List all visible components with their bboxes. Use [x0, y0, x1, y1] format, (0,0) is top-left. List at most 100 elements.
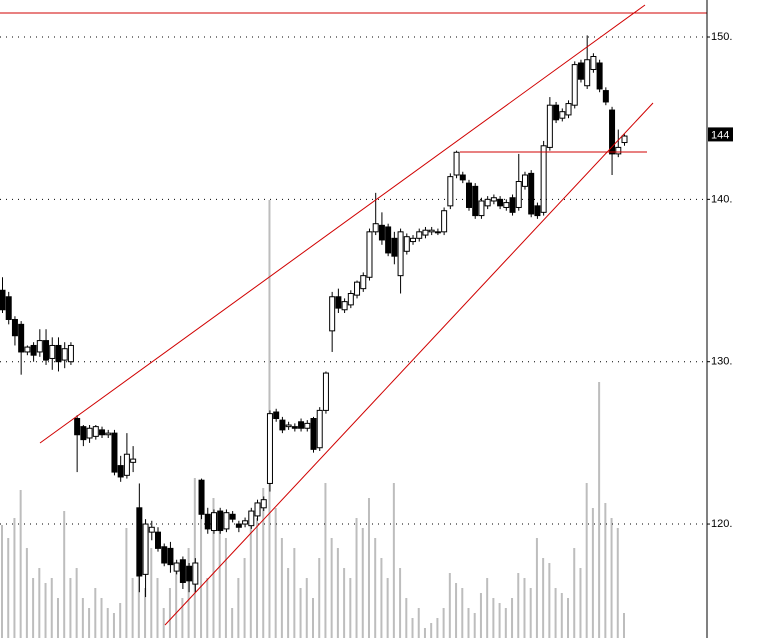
candle-body	[354, 281, 361, 296]
candle-body	[273, 411, 280, 420]
candle-body	[385, 226, 392, 254]
candle-body	[304, 422, 311, 429]
volume-bar	[535, 538, 538, 638]
volume-bar	[392, 483, 395, 638]
volume-bar	[529, 588, 532, 638]
volume-bar	[1, 525, 3, 638]
volume-bar	[162, 608, 165, 638]
volume-bar	[237, 578, 240, 638]
candle-body	[67, 344, 74, 363]
volume-bar	[479, 593, 482, 638]
volume-layer	[1, 200, 625, 638]
volume-bar	[218, 518, 221, 638]
candle-body	[155, 531, 161, 549]
volume-bar	[604, 503, 607, 638]
volume-bar	[498, 603, 501, 638]
candle-body	[74, 418, 81, 436]
volume-bar	[243, 558, 246, 638]
volume-bar	[598, 382, 601, 638]
volume-bar	[455, 583, 458, 638]
volume-bar	[100, 598, 103, 638]
volume-bar	[19, 490, 22, 638]
candle-body	[161, 546, 168, 564]
volume-bar	[56, 598, 59, 638]
candle-body	[260, 499, 267, 509]
candle-body	[546, 104, 553, 148]
candle-body	[602, 90, 609, 103]
volume-bar	[436, 618, 439, 638]
lower-trend-line	[164, 102, 654, 626]
volume-bar	[150, 548, 153, 638]
candle-body	[534, 205, 541, 217]
y-tick-label: 130.	[711, 356, 732, 368]
volume-bar	[212, 498, 215, 638]
volume-bar	[181, 598, 184, 638]
candle-body	[540, 145, 547, 213]
candle-body	[335, 296, 342, 309]
volume-bar	[330, 538, 333, 638]
volume-bar	[131, 578, 134, 638]
upper-trend-line	[39, 4, 646, 444]
candle-body	[360, 275, 367, 290]
candle-body	[86, 427, 93, 439]
volume-bar	[38, 568, 41, 638]
candle-body	[609, 109, 616, 155]
candle-body	[422, 229, 429, 236]
volume-bar	[175, 568, 178, 638]
candle-body	[515, 180, 522, 208]
volume-bar	[88, 608, 91, 638]
volume-bar	[399, 568, 402, 638]
volume-bar	[274, 508, 277, 638]
volume-bar	[423, 628, 426, 638]
candle-body	[248, 510, 255, 527]
candle-body	[210, 512, 217, 532]
candle-body	[341, 301, 348, 311]
volume-bar	[144, 588, 147, 638]
volume-bar	[305, 578, 308, 638]
candle-body	[111, 432, 118, 473]
volume-bar	[486, 578, 489, 638]
volume-bar	[50, 578, 53, 638]
volume-bar	[579, 568, 582, 638]
candle-body	[285, 424, 292, 428]
candle-body	[43, 340, 50, 361]
volume-bar	[560, 593, 563, 638]
candle-body	[453, 151, 460, 176]
volume-bar	[448, 573, 451, 638]
candle-body	[61, 348, 68, 361]
volume-bar	[380, 558, 383, 638]
last-price-label: 144	[711, 129, 729, 141]
volume-bar	[374, 538, 377, 638]
candle-body	[490, 197, 497, 202]
candle-body	[136, 507, 143, 577]
y-tick-label: 140.	[711, 193, 732, 205]
volume-bar	[312, 598, 314, 638]
candle-body	[528, 172, 535, 215]
candle-body	[123, 453, 130, 476]
y-tick-label: 120.	[711, 518, 732, 530]
candle-body	[559, 111, 566, 119]
volume-bar	[417, 608, 420, 638]
candle-body	[24, 346, 31, 353]
candle-body	[18, 323, 25, 353]
candle-body	[291, 426, 298, 429]
volume-bar	[287, 568, 290, 638]
volume-bar	[25, 548, 28, 638]
volume-bar	[461, 588, 464, 638]
candle-layer	[0, 35, 628, 598]
volume-bar	[206, 578, 209, 638]
volume-bar	[94, 588, 97, 638]
candle-body	[428, 229, 435, 233]
volume-bar	[573, 548, 576, 638]
volume-bar	[125, 528, 128, 638]
volume-bar	[585, 483, 588, 638]
candle-body	[117, 465, 124, 478]
volume-bar	[280, 538, 283, 638]
candle-body	[329, 296, 336, 332]
candle-body	[347, 293, 354, 306]
candle-body	[0, 289, 6, 311]
candle-body	[217, 510, 224, 532]
candle-body	[590, 55, 597, 70]
volume-bar	[119, 603, 122, 638]
candle-body	[30, 344, 37, 356]
